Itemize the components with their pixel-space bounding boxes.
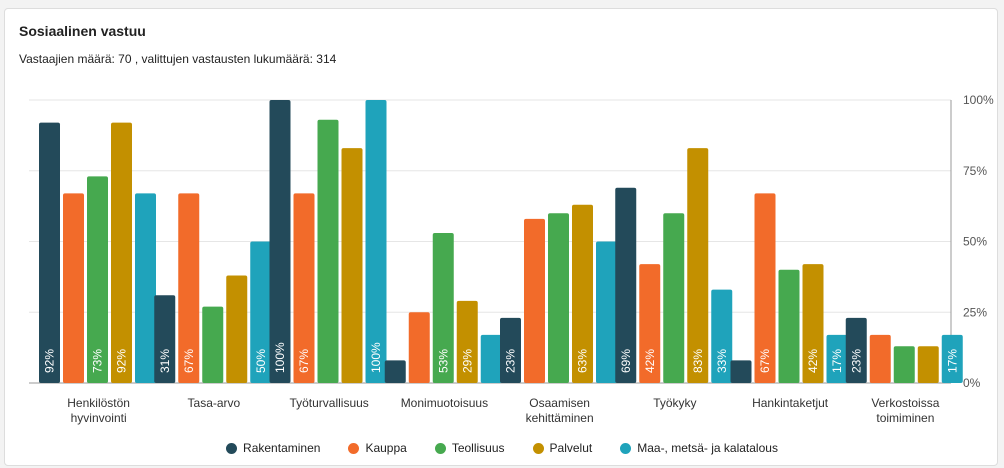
x-tick-label: Tasa-arvo (188, 396, 241, 410)
x-tick-label: Hankintaketjut (752, 396, 829, 410)
legend-item[interactable]: Teollisuus (434, 441, 505, 455)
bar (408, 312, 430, 383)
data-label: 42% (806, 349, 820, 373)
bar (250, 241, 272, 383)
legend-dot-icon (226, 442, 238, 454)
bar (39, 122, 60, 383)
data-label: 17% (830, 349, 844, 373)
bar (845, 317, 867, 383)
bar (548, 213, 569, 383)
bar (941, 334, 963, 383)
legend-label: Teollisuus (451, 441, 505, 455)
bar (615, 187, 637, 383)
x-tick-label: Työturvallisuus (289, 396, 368, 410)
bar (317, 119, 339, 383)
legend-label: Palvelut (549, 441, 593, 455)
bar (269, 100, 291, 383)
data-label: 67% (297, 349, 311, 373)
bar (500, 317, 521, 383)
data-label: 69% (619, 349, 633, 373)
legend-item[interactable]: Kauppa (348, 441, 407, 455)
bar (154, 295, 176, 383)
chart-title: Sosiaalinen vastuu (19, 23, 146, 39)
bar (63, 193, 84, 383)
data-label: 42% (643, 349, 657, 373)
bar (365, 100, 387, 383)
chart-legend: Rakentaminen Kauppa Teollisuus Palvelut Maa-… (5, 441, 999, 455)
bar (384, 360, 406, 383)
data-label: 67% (758, 349, 772, 373)
chart-card: Sosiaalinen vastuu Vastaajien määrä: 70 … (4, 8, 998, 466)
legend-label: Maa-, metsä- ja kalatalous (637, 441, 778, 455)
data-label: 33% (715, 349, 729, 373)
x-tick-label: kehittäminen (526, 411, 594, 425)
bar (687, 148, 709, 383)
legend-dot-icon (620, 442, 632, 454)
data-label: 50% (254, 349, 268, 373)
y-tick-label: 0% (963, 376, 981, 390)
bar (893, 346, 915, 383)
bar (293, 193, 315, 383)
legend-item[interactable]: Palvelut (532, 441, 593, 455)
chart-subtitle: Vastaajien määrä: 70 , valittujen vastau… (19, 52, 337, 66)
data-label: 83% (691, 349, 705, 373)
bar (480, 334, 502, 383)
data-label: 100% (273, 342, 287, 373)
legend-label: Kauppa (365, 441, 407, 455)
legend-item[interactable]: Rakentaminen (226, 441, 320, 455)
y-tick-label: 100% (963, 93, 994, 107)
data-label: 17% (945, 349, 959, 373)
bar (639, 264, 661, 383)
data-label: 29% (460, 349, 474, 373)
bar (572, 204, 593, 383)
bar-chart: 0% 25% 50% 75% 100% 92% 73% 92% Henkilöstönhyvin… (29, 93, 994, 425)
bar (663, 213, 685, 383)
bar (456, 300, 478, 383)
bar (524, 218, 545, 383)
bar (596, 241, 617, 383)
bar (341, 148, 363, 383)
bar (754, 193, 776, 383)
x-tick-label: Osaamisen (529, 396, 590, 410)
data-label: 53% (436, 349, 450, 373)
x-tick-label: Henkilöstön (67, 396, 130, 410)
legend-item[interactable]: Maa-, metsä- ja kalatalous (620, 441, 778, 455)
data-label: 100% (369, 342, 383, 373)
x-tick-label: Monimuotoisuus (401, 396, 488, 410)
bar (917, 346, 939, 383)
bar (111, 122, 132, 383)
bar (135, 193, 156, 383)
data-label: 63% (576, 349, 590, 373)
data-label: 23% (849, 349, 863, 373)
bar (711, 289, 733, 383)
data-label: 31% (158, 349, 172, 373)
data-label: 92% (115, 349, 129, 373)
data-label: 23% (504, 349, 518, 373)
x-tick-label: Verkostoissa (871, 396, 939, 410)
bar (178, 193, 200, 383)
bar (778, 269, 800, 383)
y-tick-label: 25% (963, 305, 987, 319)
x-tick-label: hyvinvointi (71, 411, 127, 425)
legend-dot-icon (348, 442, 360, 454)
legend-label: Rakentaminen (243, 441, 321, 455)
bar (802, 264, 824, 383)
x-tick-label: toimiminen (876, 411, 934, 425)
bar (202, 306, 224, 383)
bar (226, 275, 248, 383)
data-label: 67% (182, 349, 196, 373)
y-tick-label: 50% (963, 235, 987, 249)
bar (87, 176, 108, 383)
bar (826, 334, 848, 383)
bar (869, 334, 891, 383)
bar (432, 233, 454, 383)
data-label: 92% (43, 349, 57, 373)
bar (730, 360, 752, 383)
legend-dot-icon (532, 442, 544, 454)
y-tick-label: 75% (963, 164, 987, 178)
x-tick-label: Työkyky (653, 396, 696, 410)
legend-dot-icon (434, 442, 446, 454)
data-label: 73% (91, 349, 105, 373)
